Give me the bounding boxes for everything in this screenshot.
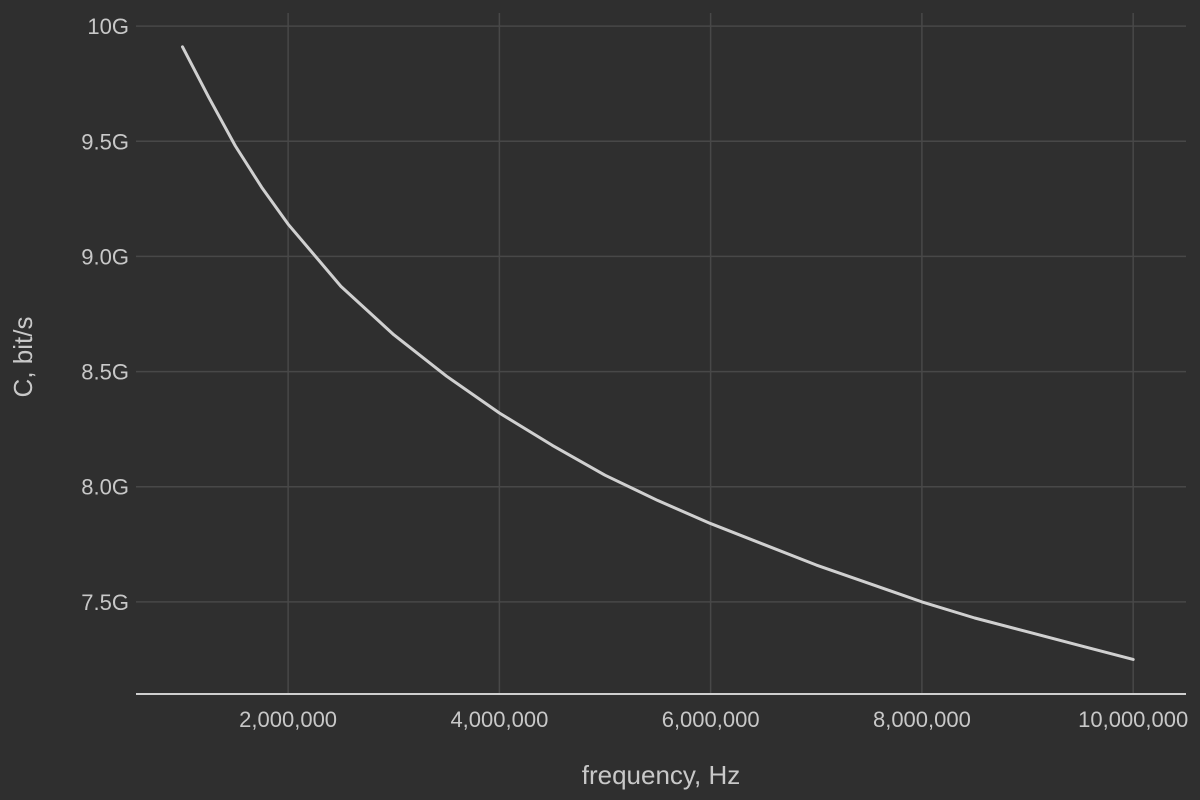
grid-layer [136,13,1186,694]
series-line [180,45,1135,661]
y-tick-label: 8.5G [81,360,129,385]
x-tick-label: 10,000,000 [1078,707,1188,732]
y-tick-label: 9.5G [81,129,129,154]
y-tick-label: 7.5G [81,590,129,615]
y-tick-label: 9.0G [81,244,129,269]
x-tick-label: 4,000,000 [450,707,548,732]
x-tick-label: 6,000,000 [662,707,760,732]
series-layer [180,45,1135,661]
x-tick-label: 2,000,000 [239,707,337,732]
y-tick-label: 10G [87,14,129,39]
x-tick-label: 8,000,000 [873,707,971,732]
x-axis-title: frequency, Hz [582,760,740,790]
tick-label-layer: 2,000,000 4,000,000 6,000,000 8,000,000 10,0… [81,14,1188,732]
y-tick-label: 8.0G [81,475,129,500]
y-axis-title: C, bit/s [8,317,38,398]
